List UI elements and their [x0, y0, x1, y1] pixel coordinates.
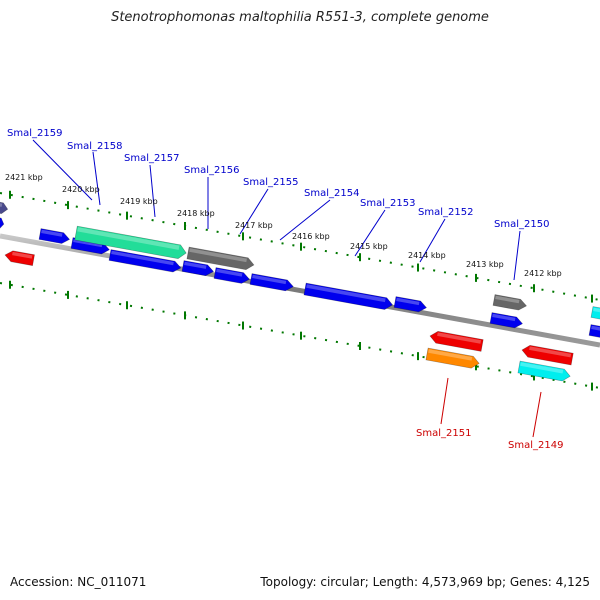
gene-smal-2149-b[interactable] — [517, 360, 571, 382]
kbp-label: 2421 kbp — [5, 173, 43, 182]
gene-highlight — [189, 248, 247, 263]
gene-highlight — [529, 346, 572, 358]
gene-highlight — [591, 325, 600, 332]
accession-text: Accession: NC_011071 — [10, 575, 147, 589]
gene-highlight — [495, 295, 520, 304]
gene-highlight — [437, 332, 482, 344]
gene-highlight — [41, 229, 63, 237]
label-leader-line — [32, 139, 93, 201]
kbp-label: 2415 kbp — [350, 242, 388, 251]
gene-red-left[interactable] — [4, 250, 35, 266]
label-leader-line — [513, 230, 521, 281]
gene-label-smal-2154[interactable]: Smal_2154 — [304, 188, 359, 199]
gene-cyan-edge[interactable] — [590, 306, 600, 321]
gene-label-smal-2156[interactable]: Smal_2156 — [184, 165, 239, 176]
gene-smal-2158-a[interactable] — [38, 228, 70, 245]
gene-smal-2150-a[interactable] — [492, 294, 527, 312]
gene-highlight — [396, 297, 420, 306]
gene-smal-2151-b[interactable] — [425, 347, 480, 369]
kbp-label: 2417 kbp — [235, 221, 273, 230]
kbp-label: 2418 kbp — [177, 209, 215, 218]
gene-label-smal-2149[interactable]: Smal_2149 — [508, 440, 563, 451]
gene-highlight — [12, 251, 33, 259]
gene-label-smal-2157[interactable]: Smal_2157 — [124, 153, 179, 164]
gene-label-smal-2158[interactable]: Smal_2158 — [67, 141, 122, 152]
label-leader-line — [419, 218, 446, 263]
kbp-label: 2414 kbp — [408, 251, 446, 260]
gene-smal-2154[interactable] — [249, 273, 294, 293]
kbp-label: 2412 kbp — [524, 269, 562, 278]
gene-smal-2151-a[interactable] — [429, 330, 484, 352]
label-leader-line — [239, 188, 269, 235]
gene-highlight — [77, 227, 180, 250]
gene-highlight — [593, 307, 600, 313]
gene-highlight — [111, 250, 174, 266]
gene-fragment[interactable] — [0, 216, 5, 230]
label-leaders — [32, 139, 542, 438]
label-leader-line — [149, 164, 156, 218]
gene-smal-2155-a[interactable] — [181, 260, 214, 277]
gene-smal-2156[interactable] — [186, 246, 255, 271]
gene-smal-2156-b[interactable] — [108, 249, 182, 274]
label-leader-line — [92, 151, 101, 206]
gene-highlight — [252, 274, 287, 285]
label-leader-line — [440, 377, 449, 425]
kbp-label: 2420 kbp — [62, 185, 100, 194]
gene-smal-2150-b[interactable] — [489, 312, 523, 330]
kbp-label: 2413 kbp — [466, 260, 504, 269]
genome-title: Stenotrophomonas maltophilia R551-3, com… — [111, 10, 489, 25]
genome-summary-text: Topology: circular; Length: 4,573,969 bp… — [260, 575, 590, 589]
genome-backbone — [0, 233, 600, 348]
gene-smal-2157[interactable] — [74, 225, 188, 260]
gene-smal-2159[interactable] — [0, 200, 9, 215]
gene-smal-2153[interactable] — [303, 282, 394, 311]
gene-label-smal-2153[interactable]: Smal_2153 — [360, 198, 415, 209]
gene-highlight — [520, 362, 564, 374]
lower-scale-track — [0, 282, 600, 389]
label-leader-line — [354, 209, 386, 257]
gene-smal-2149-a[interactable] — [521, 344, 574, 366]
gene-highlight — [492, 313, 516, 322]
kbp-label: 2416 kbp — [292, 232, 330, 241]
gene-highlight — [216, 268, 243, 277]
gene-highlight — [306, 284, 386, 303]
gene-label-smal-2152[interactable]: Smal_2152 — [418, 207, 473, 218]
tick-marks — [9, 190, 593, 391]
gene-blue-edge[interactable] — [588, 324, 600, 339]
label-leader-line — [532, 391, 542, 438]
gene-smal-2152[interactable] — [393, 296, 427, 314]
gene-label-smal-2155[interactable]: Smal_2155 — [243, 177, 298, 188]
upper-scale-track — [0, 192, 600, 301]
gene-label-smal-2159[interactable]: Smal_2159 — [7, 128, 62, 139]
gene-highlight — [428, 349, 473, 361]
label-leader-line — [279, 199, 331, 241]
gene-highlight — [184, 261, 207, 269]
gene-features — [0, 200, 600, 382]
gene-label-smal-2151[interactable]: Smal_2151 — [416, 428, 471, 439]
gene-label-smal-2150[interactable]: Smal_2150 — [494, 219, 549, 230]
gene-smal-2155-b[interactable] — [213, 267, 250, 285]
kbp-label: 2419 kbp — [120, 197, 158, 206]
